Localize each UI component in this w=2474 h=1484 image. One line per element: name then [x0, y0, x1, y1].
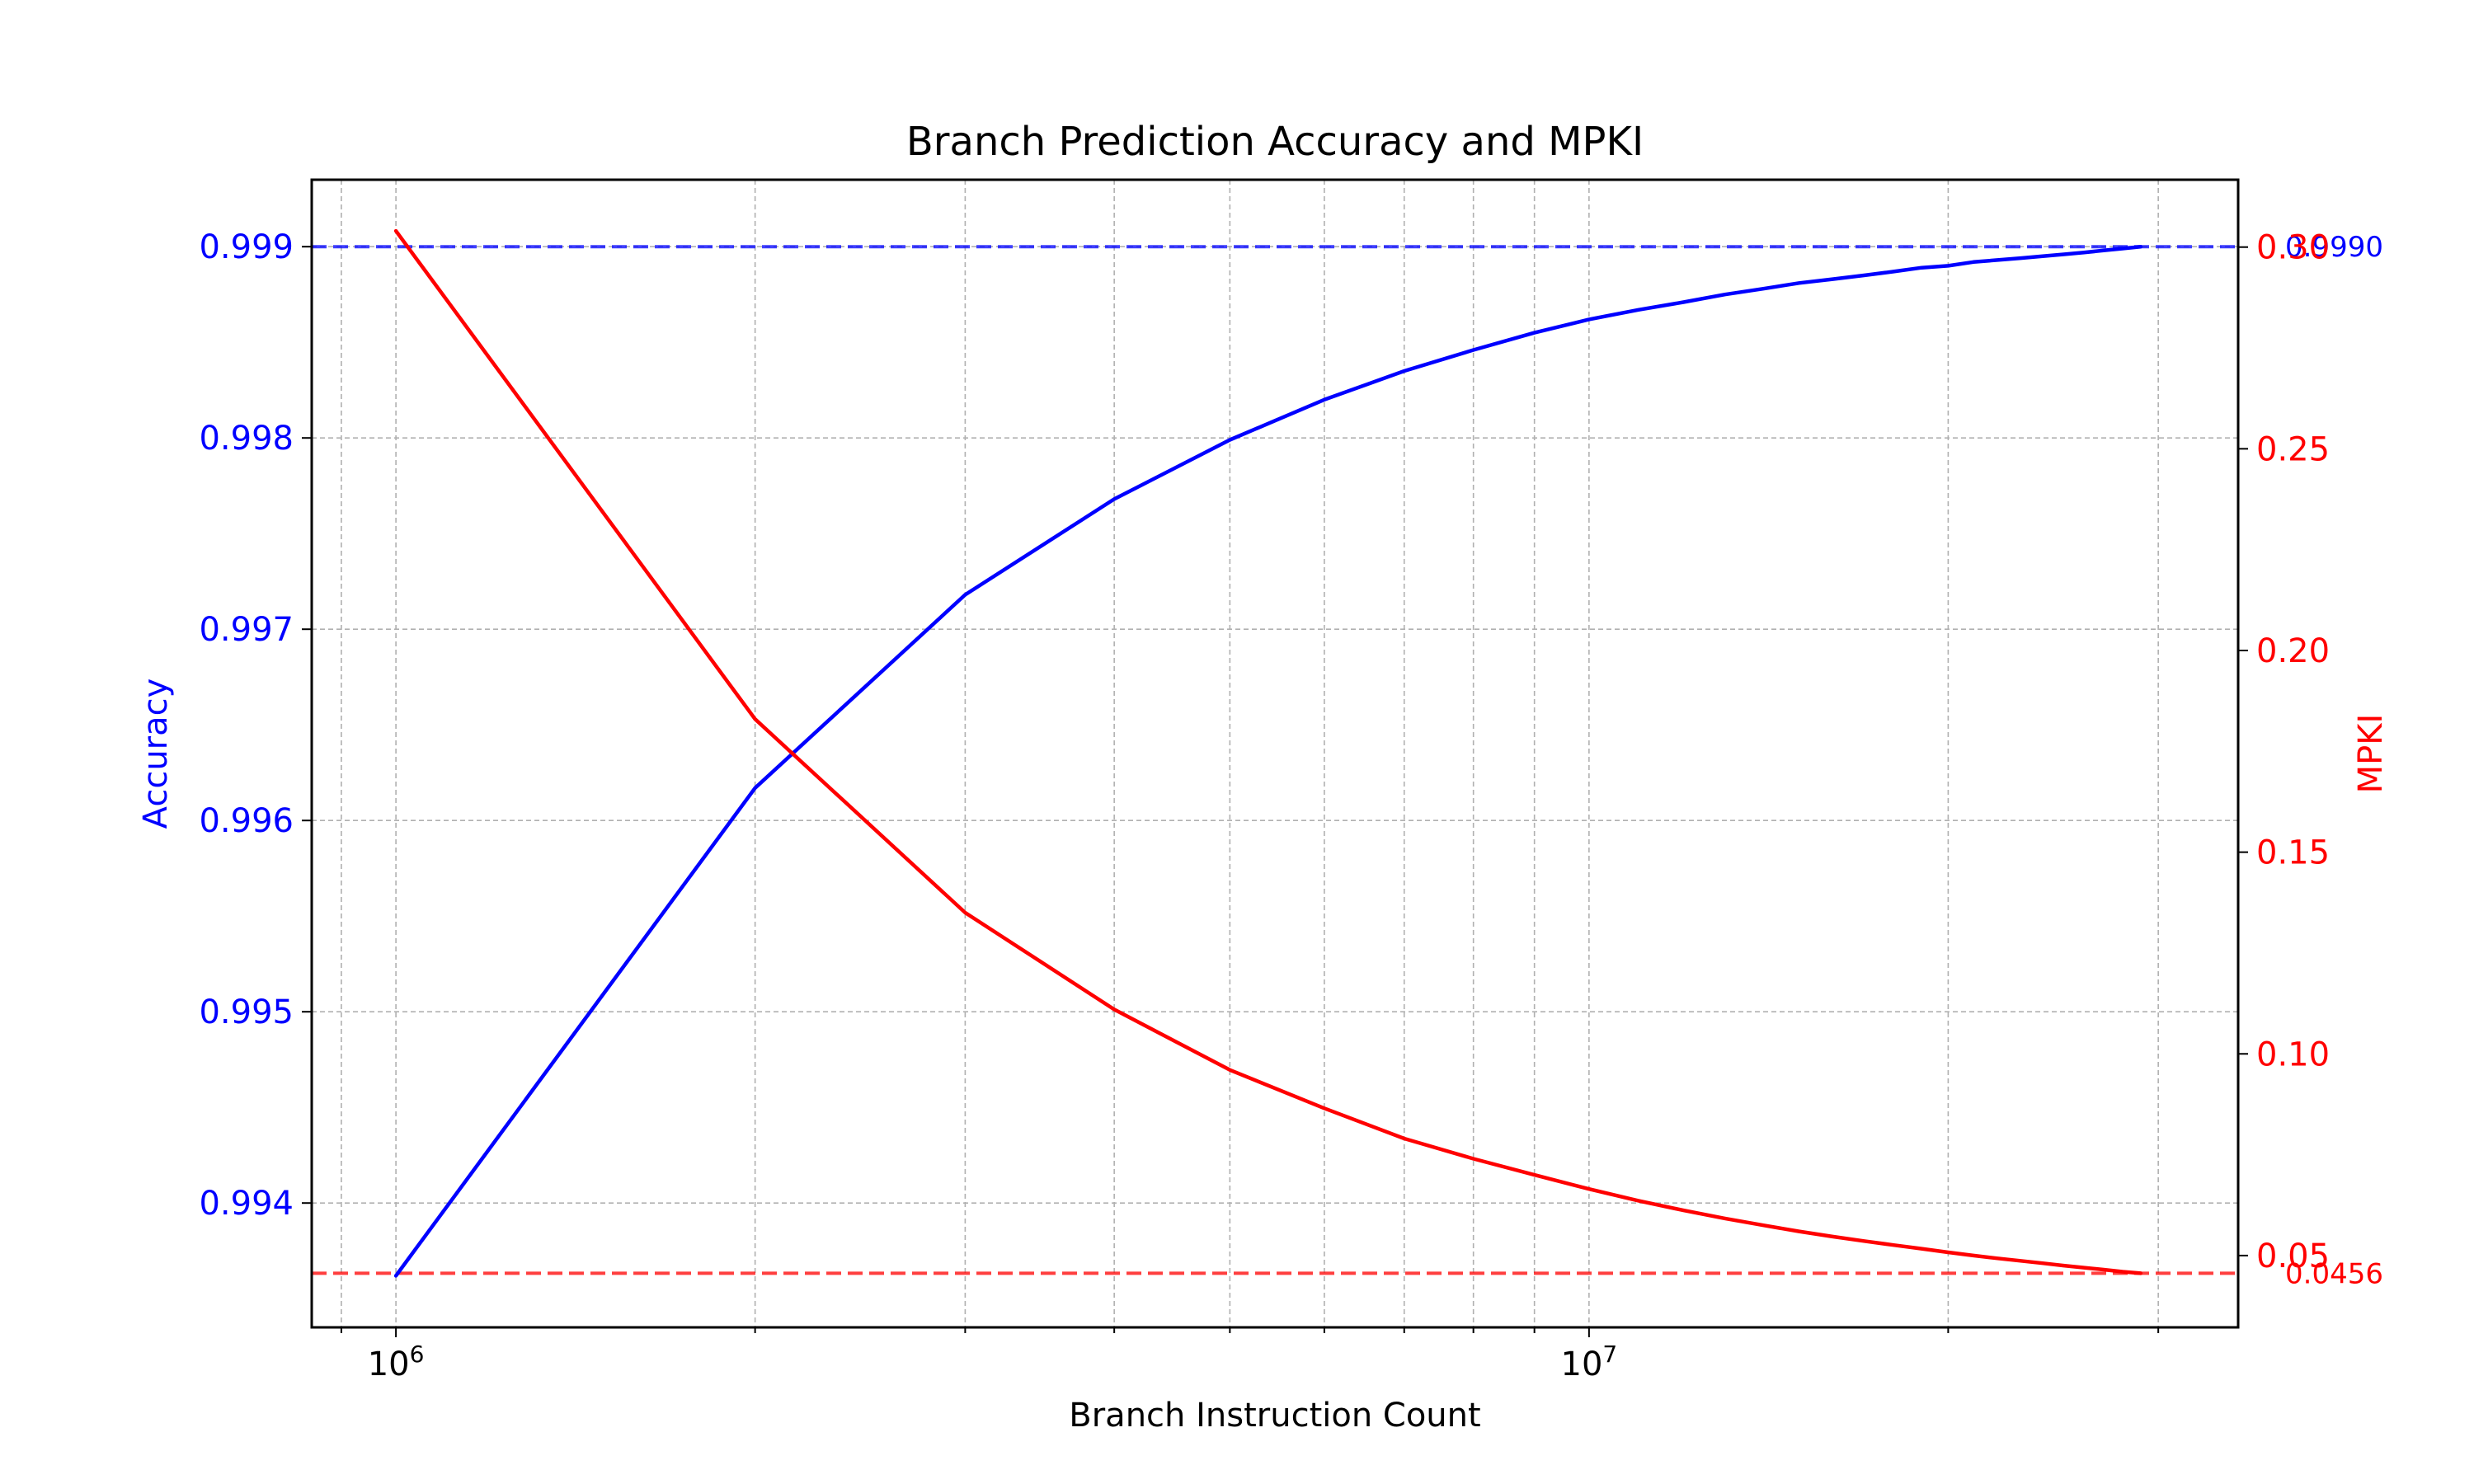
plot-frame [310, 178, 2240, 1329]
y-left-tick-label: 0.997 [199, 611, 294, 649]
y-right-tick-label: 0.05 [2256, 1237, 2330, 1275]
y-left-axis-label: Accuracy [137, 679, 175, 829]
axes: 106 107 0.994 0.995 0.996 0.997 0.998 0.999 0.05… [199, 228, 2330, 1383]
y-left-tick-label: 0.998 [199, 420, 294, 458]
y-right-tick-label: 0.30 [2256, 229, 2330, 267]
series [393, 228, 2143, 1278]
x-tick-label: 107 [1561, 1341, 1618, 1384]
y-left-tick-label: 0.994 [199, 1185, 294, 1223]
chart-title: Branch Prediction Accuracy and MPKI [906, 119, 1644, 165]
x-tick-label: 106 [368, 1341, 425, 1384]
y-left-tick-label: 0.999 [199, 228, 294, 266]
y-right-tick-label: 0.25 [2256, 430, 2330, 468]
y-right-tick-label: 0.20 [2256, 632, 2330, 670]
x-axis-label: Branch Instruction Count [1069, 1397, 1480, 1435]
y-left-tick-label: 0.995 [199, 993, 294, 1031]
y-right-axis-label: MPKI [2352, 714, 2390, 794]
y-right-tick-label: 0.10 [2256, 1036, 2330, 1073]
series-line-accuracy [393, 244, 2143, 1278]
reference-lines: 0.9990 0.0456 [312, 231, 2383, 1290]
y-left-tick-label: 0.996 [199, 802, 294, 840]
reference-line-label: 0.9990 [2285, 231, 2383, 264]
series-line-mpki [393, 228, 2143, 1275]
reference-line-label: 0.0456 [2285, 1257, 2383, 1290]
y-right-tick-label: 0.15 [2256, 834, 2330, 872]
grid [312, 180, 2238, 1327]
